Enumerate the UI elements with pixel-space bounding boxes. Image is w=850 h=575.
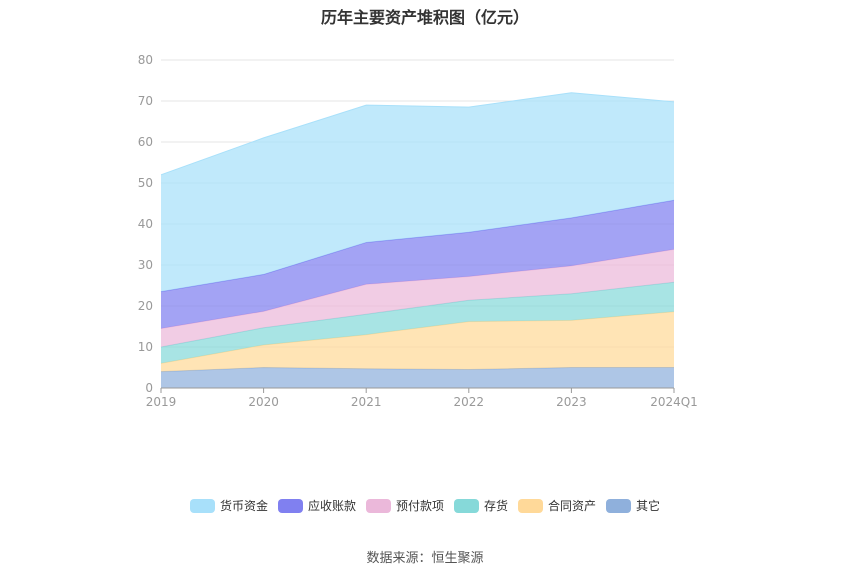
area-预付款项[interactable]: [161, 249, 674, 347]
legend-item-货币资金[interactable]: 货币资金: [189, 497, 268, 514]
legend-label: 货币资金: [219, 499, 268, 513]
y-tick-label: 40: [138, 217, 153, 231]
legend-swatch: [277, 498, 303, 513]
legend-item-合同资产[interactable]: 合同资产: [518, 497, 596, 514]
y-tick-label: 20: [138, 299, 153, 313]
area-货币资金[interactable]: [161, 92, 674, 292]
legend-item-其它[interactable]: 其它: [606, 497, 660, 514]
y-tick-label: 70: [138, 94, 153, 108]
area-其它[interactable]: [161, 367, 674, 389]
area-应收账款[interactable]: [161, 200, 674, 329]
y-tick-label: 80: [138, 53, 153, 67]
x-tick-label: 2019: [146, 395, 177, 409]
y-tick-label: 0: [145, 381, 153, 395]
area-存货[interactable]: [161, 282, 674, 364]
legend-item-预付款项[interactable]: 预付款项: [365, 497, 444, 514]
x-tick-label: 2023: [556, 395, 587, 409]
y-tick-label: 50: [138, 176, 153, 190]
legend-label: 应收账款: [307, 499, 356, 513]
x-tick-label: 2022: [454, 395, 485, 409]
chart-title: 历年主要资产堆积图（亿元）: [320, 8, 529, 27]
area-series: [160, 92, 675, 389]
legend-swatch: [454, 498, 479, 513]
x-tick-label: 2020: [248, 395, 279, 409]
legend-label: 存货: [484, 499, 509, 513]
x-tick-label: 2021: [351, 395, 382, 409]
legend-item-存货[interactable]: 存货: [454, 497, 508, 514]
data-source: 数据来源：恒生聚源: [366, 551, 484, 566]
legend-label: 预付款项: [395, 499, 444, 513]
y-tick-label: 10: [138, 340, 153, 354]
area-合同资产[interactable]: [161, 311, 674, 372]
legend-swatch: [606, 498, 632, 513]
y-tick-label: 60: [138, 135, 153, 149]
legend-label: 合同资产: [548, 499, 597, 513]
axes: 0 10 20 30 40 50 60 70 80 2019 2020 2021 2022 2023 202…: [138, 53, 698, 409]
legend-label: 其它: [636, 499, 661, 513]
x-tick-label: 2024Q1: [650, 395, 698, 409]
y-tick-label: 30: [138, 258, 153, 272]
legend-swatch: [518, 498, 544, 513]
legend: 货币资金 应收账款 预付款项 存货 合同资产 其它: [0, 497, 850, 514]
area-edge-货币资金: [160, 92, 675, 176]
legend-swatch: [189, 498, 215, 513]
legend-swatch: [365, 498, 391, 513]
legend-item-应收账款[interactable]: 应收账款: [277, 497, 356, 514]
